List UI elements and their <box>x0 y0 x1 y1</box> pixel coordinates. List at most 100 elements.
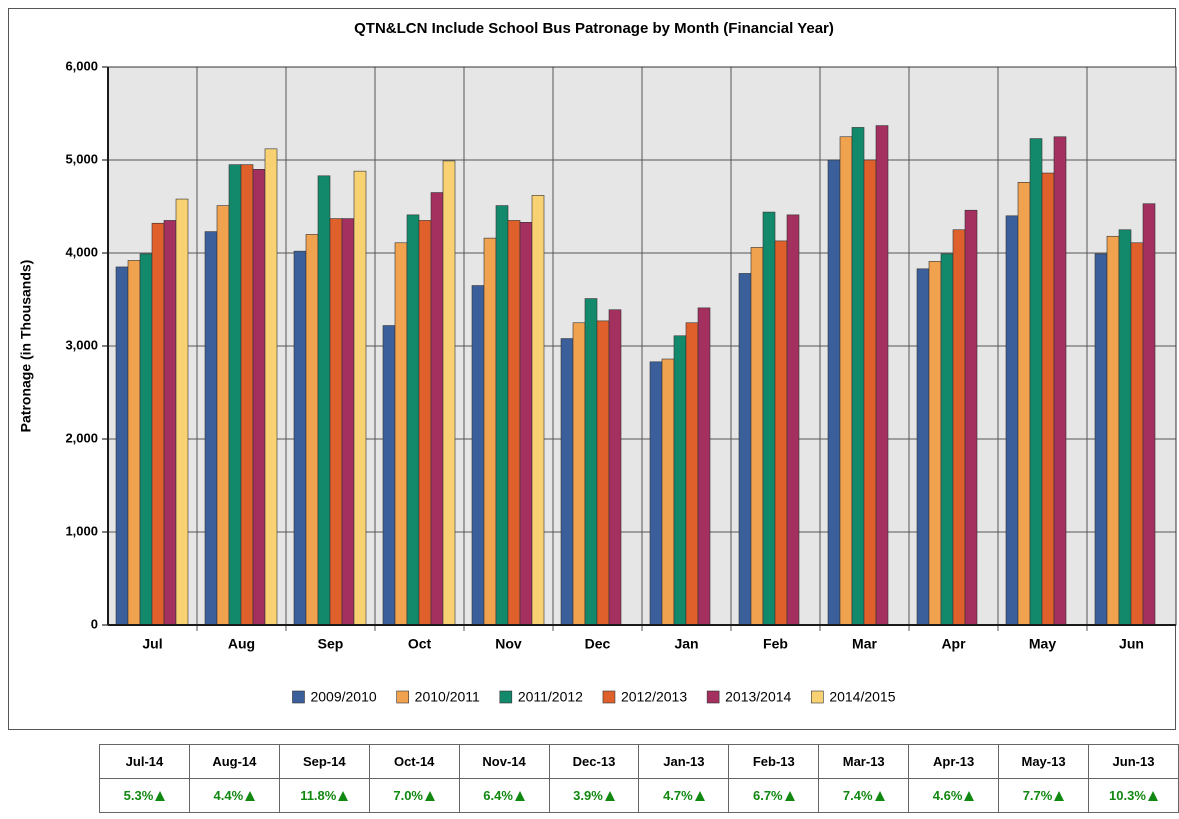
bar <box>661 358 675 626</box>
value-cell: 10.3% <box>1087 778 1179 813</box>
header-cell: Mar-13 <box>818 744 910 779</box>
up-arrow <box>964 791 975 801</box>
y-tick-label: 1,000 <box>65 523 98 538</box>
bar <box>560 338 574 626</box>
legend-label: 2010/2011 <box>415 689 480 705</box>
x-tick-label: Jan <box>674 636 698 652</box>
bar <box>685 322 699 626</box>
bar <box>952 229 966 626</box>
up-arrow <box>604 791 615 801</box>
header-cell: Sep-14 <box>278 744 370 779</box>
bar <box>293 250 307 626</box>
bar <box>163 220 177 626</box>
value-text: 10.3% <box>1109 788 1146 803</box>
bar <box>738 273 752 626</box>
bar <box>115 266 129 626</box>
x-tick-label: Aug <box>228 636 255 652</box>
header-cell: Jul-14 <box>99 744 190 779</box>
legend-label: 2012/2013 <box>621 689 687 705</box>
x-tick-label: Apr <box>941 636 966 652</box>
change-table: Jul-14 Aug-14 Sep-14 Oct-14 Nov-14 Dec-13 Jan-… <box>99 744 1179 813</box>
chart-title: QTN&LCN Include School Bus Patronage by … <box>354 20 834 37</box>
up-arrow <box>784 791 795 801</box>
bar <box>786 214 800 626</box>
bar <box>151 222 165 626</box>
bar <box>1106 235 1120 626</box>
bar <box>139 253 153 626</box>
bar <box>305 234 319 626</box>
up-arrow <box>338 791 349 801</box>
value-cell: 6.4% <box>458 778 550 813</box>
y-tick-label: 5,000 <box>65 151 98 166</box>
value-text: 7.4% <box>842 788 873 803</box>
value-cell: 5.3% <box>99 778 190 813</box>
value-cell: 7.0% <box>368 778 460 813</box>
bar <box>264 148 278 626</box>
up-arrow <box>245 791 256 801</box>
bar <box>430 192 444 626</box>
value-cell: 4.7% <box>638 778 730 813</box>
value-text: 4.6% <box>932 788 963 803</box>
bar <box>1029 138 1043 626</box>
x-tick-label: Mar <box>852 636 877 652</box>
value-text: 7.7% <box>1022 788 1053 803</box>
chart: QTN&LCN Include School Bus Patronage by … <box>18 20 1177 705</box>
bar <box>442 160 456 626</box>
up-arrow <box>1054 791 1065 801</box>
header-cell: Jan-13 <box>638 744 730 779</box>
x-tick-label: Jul <box>142 636 162 652</box>
bar <box>827 159 841 626</box>
bar <box>1142 203 1156 626</box>
value-text: 4.7% <box>663 788 693 803</box>
up-arrow <box>155 791 166 801</box>
value-cell: 4.4% <box>188 778 280 813</box>
header-cell: Dec-13 <box>548 744 640 779</box>
value-row: 5.3% 4.4% 11.8% 7.0% 6.4% 3.9% 4.7% 6.7% 7.4% 4.6… <box>99 778 1179 813</box>
bar <box>341 218 355 626</box>
value-text: 3.9% <box>573 788 603 803</box>
bar <box>697 307 711 626</box>
legend-swatch <box>396 690 409 704</box>
bar <box>608 309 622 626</box>
header-row: Jul-14 Aug-14 Sep-14 Oct-14 Nov-14 Dec-13 Jan-… <box>99 744 1179 779</box>
bar <box>353 170 367 626</box>
up-arrow <box>514 791 525 801</box>
legend-swatch <box>602 690 616 704</box>
y-tick-label: 4,000 <box>65 244 98 259</box>
plot-border <box>107 66 1177 626</box>
legend-swatch <box>811 690 824 704</box>
header-cell: Feb-13 <box>728 744 820 779</box>
value-cell: 7.4% <box>818 778 910 813</box>
x-tick-label: Feb <box>763 636 788 652</box>
bar <box>1005 215 1019 626</box>
up-arrow <box>874 791 885 801</box>
value-text: 4.4% <box>213 788 244 803</box>
value-cell: 4.6% <box>908 778 1000 813</box>
legend-swatch <box>292 690 305 704</box>
bar <box>1094 253 1108 626</box>
bar <box>406 214 420 626</box>
bar <box>774 240 788 626</box>
y-tick-label: 6,000 <box>65 58 98 73</box>
legend-swatch <box>499 690 513 704</box>
value-text: 6.7% <box>752 788 783 803</box>
value-cell: 11.8% <box>278 778 370 813</box>
value-text: 7.0% <box>393 788 423 803</box>
bar <box>928 261 942 626</box>
x-tick-label: Dec <box>585 636 611 652</box>
bar <box>483 237 497 626</box>
bar <box>1053 136 1067 626</box>
bar <box>1017 182 1031 626</box>
bar <box>519 222 533 626</box>
bar <box>204 231 218 626</box>
up-arrow <box>1147 791 1158 801</box>
bar <box>418 220 432 626</box>
legend-label: 2011/2012 <box>518 689 583 705</box>
legend-label: 2014/2015 <box>829 689 895 705</box>
legend-swatch <box>706 690 720 704</box>
header-cell: May-13 <box>998 744 1089 779</box>
bar <box>572 322 586 626</box>
bar <box>584 298 598 626</box>
bar <box>531 195 545 626</box>
